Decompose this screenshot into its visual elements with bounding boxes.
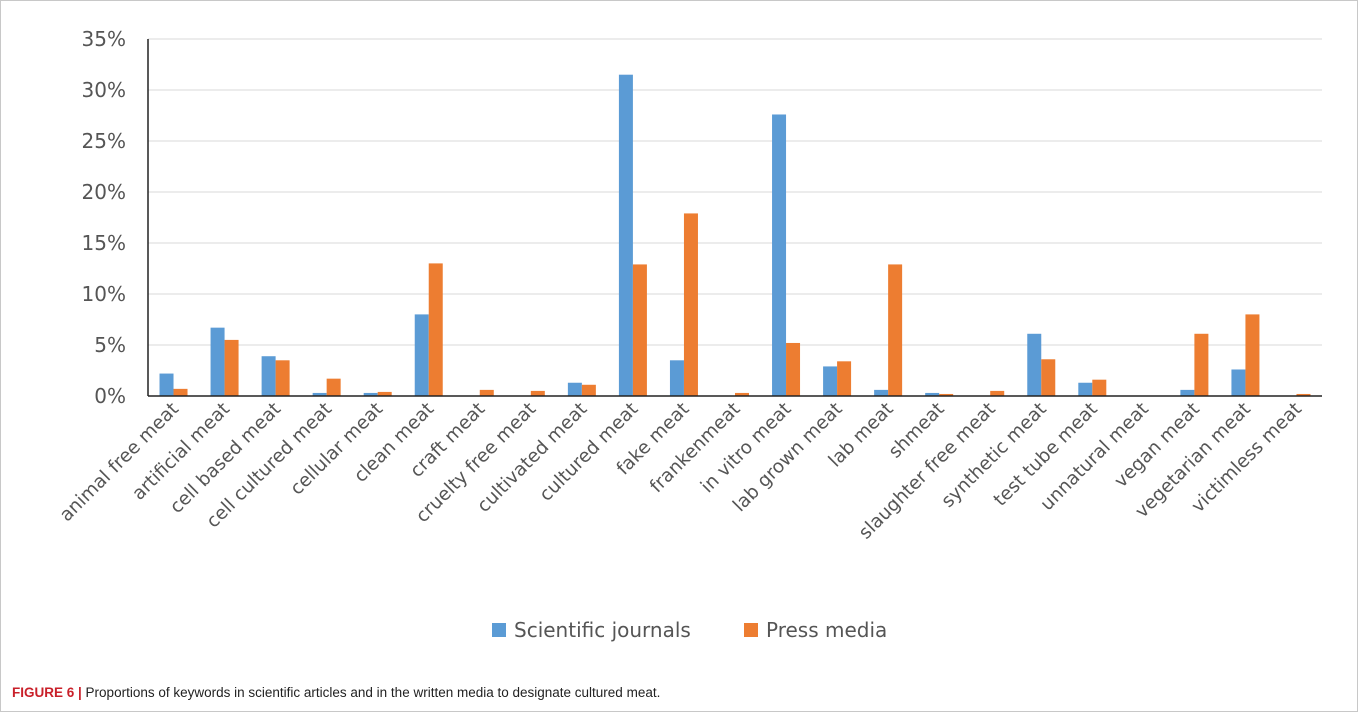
bar-press-media: [1296, 393, 1311, 396]
bar-scientific-journals: [312, 392, 327, 396]
y-tick-label: 0%: [94, 384, 126, 408]
bars: [159, 74, 1311, 396]
legend: Scientific journals Press media: [492, 618, 887, 642]
bar-press-media: [326, 378, 341, 396]
legend-swatch: [744, 623, 758, 637]
caption-text: Proportions of keywords in scientific ar…: [81, 685, 661, 700]
bar-press-media: [939, 393, 954, 396]
bar-scientific-journals: [159, 373, 174, 396]
legend-swatch: [492, 623, 506, 637]
bar-scientific-journals: [261, 356, 276, 396]
x-category-label: in vitro meat: [697, 399, 796, 498]
bar-press-media: [377, 391, 392, 396]
bar-press-media: [173, 388, 188, 396]
bar-scientific-journals: [618, 74, 633, 396]
bar-scientific-journals: [874, 389, 889, 396]
y-tick-label: 30%: [82, 78, 126, 102]
y-tick-label: 15%: [82, 231, 126, 255]
bar-scientific-journals: [567, 382, 582, 396]
bar-scientific-journals: [1231, 369, 1246, 396]
bar-press-media: [837, 361, 852, 396]
y-tick-label: 5%: [94, 333, 126, 357]
legend-label: Press media: [766, 618, 887, 642]
x-category-label: frankenmeat: [646, 399, 745, 498]
bar-scientific-journals: [414, 314, 429, 396]
figure-caption: FIGURE 6 | Proportions of keywords in sc…: [12, 685, 660, 700]
bar-press-media: [428, 263, 443, 396]
bar-chart: 0% 5% 10% 15% 20% 25% 30% 35% animal free meata…: [56, 27, 1322, 642]
y-tick-label: 35%: [82, 27, 126, 51]
bar-press-media: [530, 390, 545, 396]
bar-scientific-journals: [210, 327, 225, 396]
bar-press-media: [735, 392, 749, 396]
bar-press-media: [990, 390, 1005, 396]
bar-scientific-journals: [772, 114, 787, 396]
bar-press-media: [479, 389, 494, 396]
bar-press-media: [786, 342, 801, 396]
y-tick-label: 20%: [82, 180, 126, 204]
bar-scientific-journals: [1027, 333, 1042, 396]
bar-scientific-journals: [1078, 382, 1093, 396]
bar-press-media: [581, 384, 596, 396]
bar-press-media: [1041, 359, 1056, 396]
bar-press-media: [1245, 314, 1260, 396]
y-tick-label: 10%: [82, 282, 126, 306]
bar-press-media: [224, 339, 239, 396]
figure-label: FIGURE 6 |: [12, 685, 82, 700]
bar-scientific-journals: [363, 392, 378, 396]
bar-scientific-journals: [1180, 389, 1195, 396]
bar-press-media: [1092, 379, 1107, 396]
bar-press-media: [683, 213, 698, 396]
legend-label: Scientific journals: [514, 618, 691, 642]
bar-press-media: [888, 264, 903, 396]
bar-press-media: [275, 360, 290, 396]
gridlines: [148, 38, 1322, 346]
bar-press-media: [1194, 333, 1209, 396]
bar-scientific-journals: [669, 360, 684, 396]
bar-press-media: [632, 264, 647, 396]
y-axis-tick-labels: 0% 5% 10% 15% 20% 25% 30% 35%: [82, 27, 126, 408]
bar-scientific-journals: [823, 366, 838, 396]
bar-scientific-journals: [925, 392, 940, 396]
y-tick-label: 25%: [82, 129, 126, 153]
